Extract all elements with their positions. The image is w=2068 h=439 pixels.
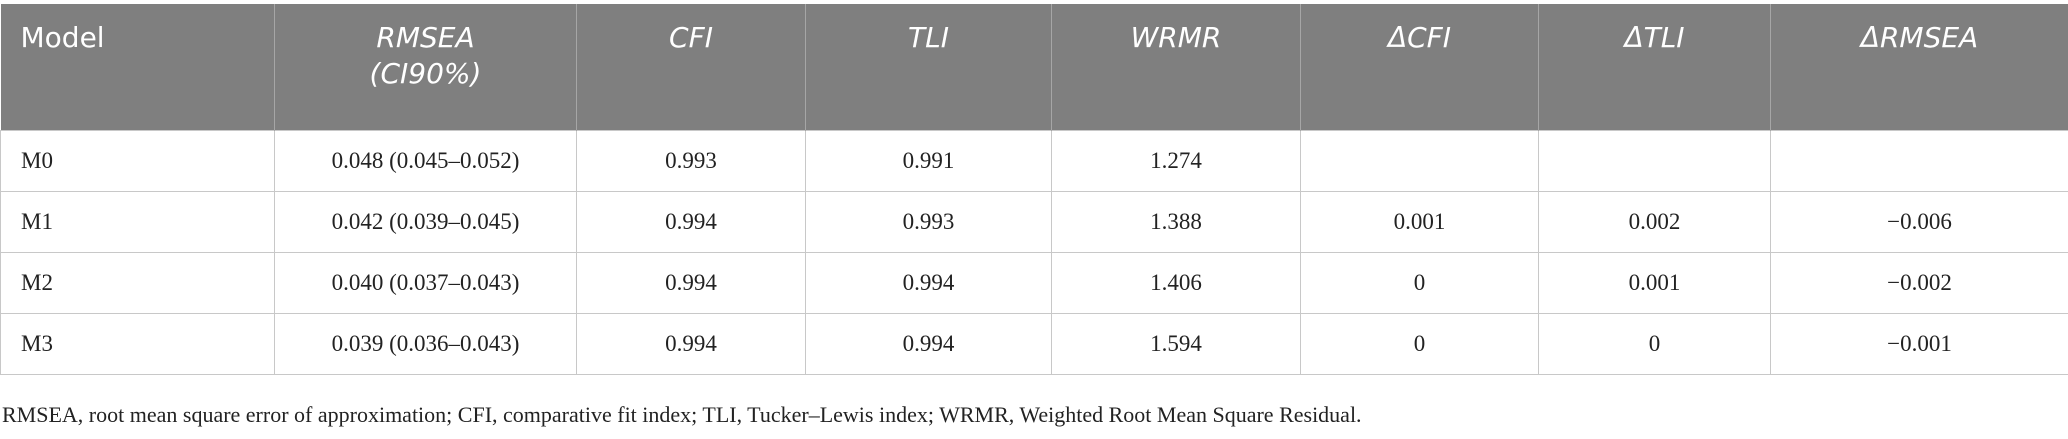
table-cell: −0.001 [1770, 313, 2068, 375]
table-cell: 0.994 [576, 313, 806, 375]
table-cell: 0.991 [805, 130, 1052, 192]
table-cell: 0 [1300, 313, 1539, 375]
column-header: Model [0, 4, 275, 131]
table-cell: 0.994 [805, 252, 1052, 314]
table-cell: 0.994 [805, 313, 1052, 375]
table-cell [1770, 130, 2068, 192]
column-header: ΔRMSEA [1770, 4, 2068, 131]
table-cell [1538, 130, 1771, 192]
table-cell: 0 [1300, 252, 1539, 314]
table-cell: 0.994 [576, 252, 806, 314]
table-cell: 1.274 [1051, 130, 1301, 192]
table-row: M0 0.048 (0.045–0.052) 0.993 0.991 1.274 [0, 130, 2068, 192]
table-cell: 1.388 [1051, 191, 1301, 253]
table-cell: 0.040 (0.037–0.043) [274, 252, 577, 314]
table-cell: M1 [0, 191, 275, 253]
column-header: ΔCFI [1300, 4, 1539, 131]
table-cell: 0.048 (0.045–0.052) [274, 130, 577, 192]
table-cell: M2 [0, 252, 275, 314]
table-cell: 1.406 [1051, 252, 1301, 314]
column-header: TLI [805, 4, 1052, 131]
table-cell: 1.594 [1051, 313, 1301, 375]
table-cell: 0.001 [1538, 252, 1771, 314]
table-cell: −0.006 [1770, 191, 2068, 253]
table-cell: 0.993 [576, 130, 806, 192]
table-cell: 0.993 [805, 191, 1052, 253]
table-cell: 0.002 [1538, 191, 1771, 253]
table-body: M0 0.048 (0.045–0.052) 0.993 0.991 1.274 M1 0.… [0, 130, 2068, 375]
table-row: M2 0.040 (0.037–0.043) 0.994 0.994 1.406 0 0.0… [0, 252, 2068, 314]
column-header: RMSEA (CI90%) [274, 4, 577, 131]
table-cell: 0.039 (0.036–0.043) [274, 313, 577, 375]
table-cell: M0 [0, 130, 275, 192]
column-header: CFI [576, 4, 806, 131]
table-cell [1300, 130, 1539, 192]
table-cell: M3 [0, 313, 275, 375]
footnote: RMSEA, root mean square error of approxi… [2, 402, 1362, 427]
table-row: M3 0.039 (0.036–0.043) 0.994 0.994 1.594 0 0 −0… [0, 313, 2068, 375]
table-cell: 0.001 [1300, 191, 1539, 253]
table-row: M1 0.042 (0.039–0.045) 0.994 0.993 1.388 0.00… [0, 191, 2068, 253]
table-cell: −0.002 [1770, 252, 2068, 314]
table-cell: 0 [1538, 313, 1771, 375]
table-cell: 0.994 [576, 191, 806, 253]
column-header: ΔTLI [1538, 4, 1771, 131]
table-cell: 0.042 (0.039–0.045) [274, 191, 577, 253]
column-header: WRMR [1051, 4, 1301, 131]
fit-table: Model RMSEA (CI90%) CFI TLI WRMR ΔCFI ΔTLI ΔRMS… [0, 4, 2068, 375]
header-row: Model RMSEA (CI90%) CFI TLI WRMR ΔCFI ΔTLI ΔRMS… [0, 4, 2068, 131]
